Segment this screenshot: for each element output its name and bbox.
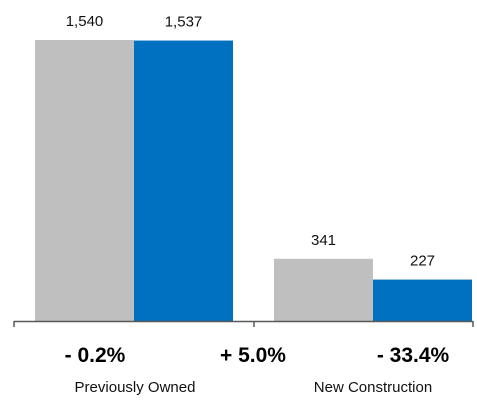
bar-new-construction-prior-period <box>274 258 373 321</box>
value-labels-group: 1,540 1,537 341 227 <box>66 13 435 270</box>
category-label-new-construction: New Construction <box>314 379 432 396</box>
change-label-new-construction: - 33.4% <box>377 344 450 367</box>
value-label-new-construction-prior-period: 341 <box>311 232 336 249</box>
bars-group <box>35 40 472 322</box>
change-label-previously-owned-right: + 5.0% <box>220 344 286 367</box>
value-label-new-construction-current-period: 227 <box>410 253 435 270</box>
value-label-previously-owned-current-period: 1,537 <box>165 14 203 31</box>
change-label-previously-owned-left: - 0.2% <box>65 344 126 367</box>
value-label-previously-owned-prior-period: 1,540 <box>66 13 104 30</box>
bar-previously-owned-current-period <box>134 40 233 322</box>
bar-previously-owned-prior-period <box>35 40 134 321</box>
bar-new-construction-current-period <box>373 279 472 321</box>
category-label-previously-owned: Previously Owned <box>75 379 196 396</box>
